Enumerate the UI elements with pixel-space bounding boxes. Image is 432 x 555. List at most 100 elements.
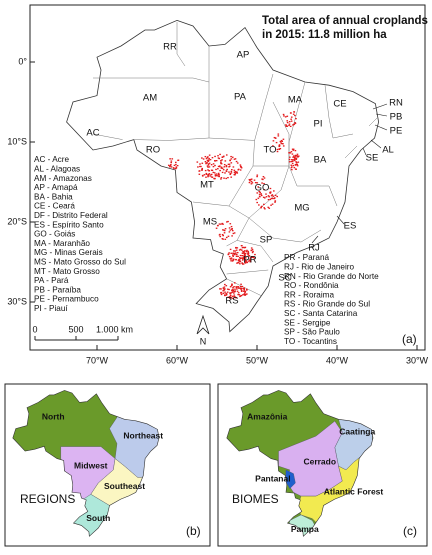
cropland-dot bbox=[233, 232, 236, 234]
cropland-dot bbox=[212, 165, 215, 168]
cropland-dot bbox=[222, 288, 225, 290]
state-border bbox=[93, 77, 210, 83]
state-label: PE bbox=[390, 126, 403, 137]
cropland-dot bbox=[249, 180, 251, 182]
cropland-dot bbox=[215, 159, 218, 162]
cropland-dot bbox=[276, 150, 279, 153]
cropland-dot bbox=[223, 286, 226, 288]
cropland-dot bbox=[237, 293, 239, 296]
legend-item: MG - Minas Gerais bbox=[34, 248, 103, 257]
cropland-dot bbox=[275, 141, 278, 144]
state-border bbox=[133, 46, 210, 141]
cropland-dot bbox=[258, 193, 261, 195]
cropland-dot bbox=[211, 157, 214, 159]
cropland-dot bbox=[296, 153, 299, 155]
cropland-dot bbox=[234, 296, 237, 299]
cropland-dot bbox=[235, 297, 238, 299]
cropland-dot bbox=[214, 159, 216, 162]
cropland-dot bbox=[283, 115, 285, 117]
cropland-dot bbox=[229, 258, 232, 260]
cropland-dot bbox=[222, 223, 224, 225]
legend-item: MS - Mato Grosso do Sul bbox=[34, 257, 126, 266]
cropland-dot bbox=[170, 160, 173, 162]
cropland-dot bbox=[236, 290, 239, 292]
cropland-dot bbox=[197, 166, 199, 168]
cropland-dot bbox=[247, 251, 250, 254]
cropland-dot bbox=[293, 156, 296, 159]
cropland-dot bbox=[229, 172, 232, 175]
cropland-dot bbox=[207, 166, 209, 168]
cropland-dot bbox=[235, 171, 238, 174]
legend-item: TO - Tocantins bbox=[284, 337, 337, 346]
state-label: CE bbox=[333, 99, 346, 110]
state-border bbox=[288, 165, 338, 207]
cropland-dot bbox=[228, 163, 231, 165]
cropland-dot bbox=[228, 295, 231, 298]
state-border bbox=[236, 240, 274, 263]
cropland-dot bbox=[237, 255, 239, 258]
cropland-dot bbox=[231, 290, 233, 292]
legend-item: RR - Roraima bbox=[284, 290, 334, 299]
lat-label: 20°S bbox=[7, 216, 27, 226]
cropland-dot bbox=[282, 113, 285, 116]
cropland-dot bbox=[244, 294, 246, 296]
cropland-dot bbox=[256, 182, 259, 184]
cropland-dot bbox=[255, 198, 258, 201]
cropland-dot bbox=[247, 254, 250, 256]
cropland-dot bbox=[217, 172, 220, 175]
map-title: in 2015: 11.8 million ha bbox=[262, 29, 387, 41]
cropland-dot bbox=[217, 175, 220, 177]
cropland-dot bbox=[277, 135, 280, 137]
cropland-dot bbox=[273, 197, 276, 200]
cropland-dot bbox=[208, 170, 211, 172]
cropland-dot bbox=[242, 250, 244, 253]
area-label: Cerrado bbox=[303, 457, 336, 467]
state-label: TO bbox=[263, 145, 276, 156]
cropland-dot bbox=[236, 172, 239, 174]
cropland-dot bbox=[221, 159, 223, 161]
cropland-dot bbox=[207, 169, 209, 171]
cropland-dot bbox=[220, 161, 222, 163]
cropland-dot bbox=[223, 229, 225, 231]
cropland-dot bbox=[292, 159, 294, 161]
cropland-dot bbox=[290, 166, 293, 168]
cropland-dot bbox=[224, 283, 226, 286]
cropland-dot bbox=[239, 169, 242, 171]
cropland-dot bbox=[272, 195, 275, 197]
cropland-dot bbox=[172, 167, 175, 169]
cropland-dot bbox=[210, 176, 213, 178]
cropland-dot bbox=[196, 161, 199, 163]
cropland-dot bbox=[205, 172, 208, 175]
cropland-dot bbox=[232, 254, 234, 256]
cropland-dot bbox=[208, 166, 211, 168]
cropland-dot bbox=[234, 250, 237, 252]
cropland-dot bbox=[274, 200, 277, 202]
cropland-dot bbox=[264, 208, 266, 210]
cropland-dot bbox=[207, 174, 209, 177]
cropland-dot bbox=[294, 164, 297, 166]
cropland-dot bbox=[249, 261, 252, 263]
cropland-dot bbox=[232, 289, 235, 292]
cropland-dot bbox=[244, 293, 247, 296]
cropland-dot bbox=[233, 286, 235, 288]
cropland-dot bbox=[227, 220, 229, 223]
cropland-dot bbox=[262, 196, 265, 198]
cropland-dot bbox=[242, 258, 244, 260]
cropland-dot bbox=[260, 207, 262, 209]
cropland-dot bbox=[227, 176, 229, 179]
cropland-dot bbox=[290, 118, 292, 120]
cropland-dot bbox=[284, 116, 287, 118]
cropland-dot bbox=[232, 250, 235, 252]
area-label: Pampa bbox=[291, 524, 319, 534]
state-label: BA bbox=[314, 155, 327, 166]
cropland-dot bbox=[250, 180, 253, 183]
cropland-dot bbox=[231, 291, 234, 293]
cropland-dot bbox=[230, 172, 233, 174]
cropland-dot bbox=[244, 260, 247, 262]
cropland-dot bbox=[216, 174, 218, 177]
cropland-dot bbox=[214, 177, 216, 180]
cropland-dot bbox=[269, 187, 272, 190]
cropland-dot bbox=[274, 137, 277, 139]
cropland-dot bbox=[243, 290, 246, 292]
cropland-dot bbox=[221, 171, 224, 174]
